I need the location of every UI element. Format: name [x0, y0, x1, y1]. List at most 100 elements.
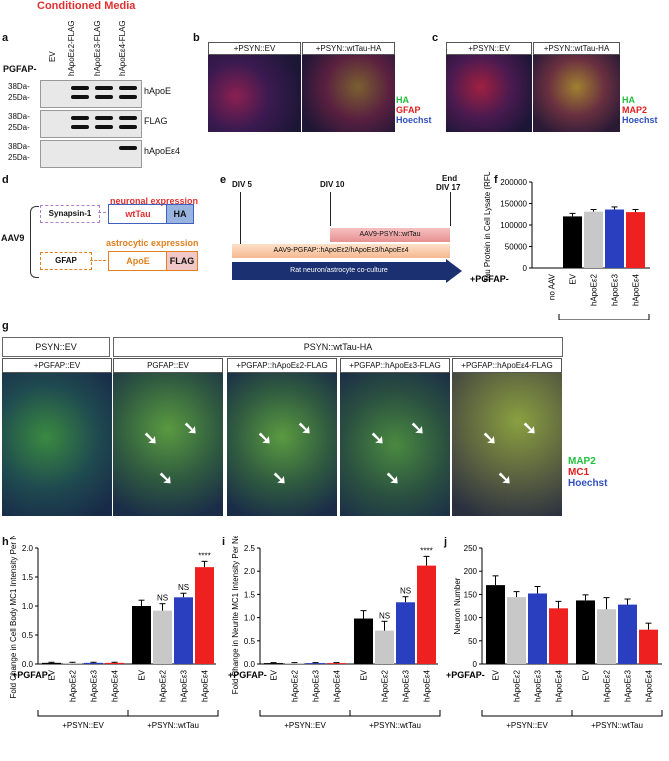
legend-c: HA MAP2 Hoechst — [622, 95, 658, 125]
y-axis-label: Fold Change in Cell Body MC1 Intensity P… — [9, 536, 18, 698]
micrograph-g: PGFAP::EV ➘ ➘ ➘ — [113, 358, 223, 516]
legend-item: Hoechst — [396, 115, 432, 125]
tag-ha: HA — [166, 204, 194, 224]
blot-band — [71, 95, 89, 99]
group-label: +PSYN::EV — [284, 721, 326, 730]
blot-film — [40, 140, 142, 168]
blot-band — [95, 86, 113, 90]
arrow-icon: ➘ — [482, 428, 498, 448]
lane-labels: EV hApoEε2-FLAG hApoEε3-FLAG hApoEε4-FLA… — [40, 18, 140, 78]
blot-band — [119, 95, 137, 99]
g-top-left: PSYN::EV — [2, 337, 110, 357]
blot-film — [40, 110, 142, 138]
bar — [576, 600, 595, 664]
bar — [396, 602, 415, 664]
blot-band — [71, 86, 89, 90]
western-blots: 38Da- 25Da-hApoE 38Da- 25Da- FLAG 38Da- 25Da-h… — [0, 80, 190, 170]
category-label: hApoEε4 — [555, 669, 564, 702]
promoter-label-a: PGFAP- — [3, 64, 37, 74]
bar — [327, 663, 346, 664]
y-tick-label: 150000 — [500, 200, 527, 209]
bar — [375, 630, 394, 664]
blot-band — [95, 125, 113, 129]
micrograph-label: +PSYN::wtTau-HA — [533, 42, 620, 55]
micrograph-label: +PGFAP::EV — [2, 358, 112, 373]
bar — [563, 216, 582, 268]
group-bracket — [571, 710, 663, 717]
arrow-icon: ➘ — [385, 468, 401, 488]
category-label: hApoEε4 — [201, 669, 210, 702]
blot-band — [119, 116, 137, 120]
y-tick-label: 50 — [468, 637, 477, 646]
marker-label: 25Da- — [8, 93, 30, 102]
bar — [84, 662, 103, 664]
blot-name: FLAG — [144, 116, 168, 126]
category-label: hApoEε3 — [624, 669, 633, 702]
tag-flag-text: FLAG — [169, 256, 195, 266]
legend-item: HA — [622, 95, 635, 105]
group-bracket — [127, 710, 219, 717]
vector-label: AAV9 — [1, 233, 25, 243]
bar — [354, 618, 373, 664]
blot-row: 38Da- 25Da-hApoEε4 — [0, 140, 190, 168]
y-axis-label: Tau Protein in Cell Lysate (RFU) — [483, 172, 492, 282]
bar — [153, 610, 172, 664]
legend-item: Hoechst — [568, 478, 608, 489]
legend-b: HA GFAP Hoechst — [396, 95, 432, 125]
bar — [42, 662, 61, 664]
bar — [618, 604, 637, 664]
promoter-gfap-text: GFAP — [55, 256, 77, 265]
micrograph-g: +PGFAP::hApoEε2-FLAG ➘ ➘ ➘ — [227, 358, 337, 516]
legend-item: Hoechst — [622, 115, 658, 125]
micrograph-label: +PGFAP::hApoEε2-FLAG — [227, 358, 337, 373]
blot-band — [95, 95, 113, 99]
group-bracket — [481, 710, 573, 717]
y-tick-label: 100 — [464, 614, 478, 623]
chart-i: 0.0 0.5 1.0 1.5 2.0 2.5 Fold Change in Neurite… — [228, 536, 441, 730]
arrow — [98, 212, 106, 213]
panel-label-f: f — [494, 174, 498, 186]
row-label: +PGFAP- — [228, 670, 267, 680]
legend-g: MAP2 MC1 Hoechst — [568, 456, 607, 489]
blot-band — [95, 116, 113, 120]
bar — [605, 209, 624, 268]
category-label: EV — [360, 669, 369, 680]
y-tick-label: 1.0 — [244, 614, 256, 623]
bar-syn: AAV9-PSYN::wtTau — [330, 228, 450, 242]
y-axis-label: Fold Change in Neurite MC1 Intensity Per… — [231, 536, 240, 694]
arrow-icon: ➘ — [370, 428, 386, 448]
category-label: hApoEε3 — [312, 669, 321, 702]
marker-label: 25Da- — [8, 153, 30, 162]
group-label: +PSYN::EV — [62, 721, 104, 730]
category-label: hApoEε3 — [180, 669, 189, 702]
lane-label: hApoEε4-FLAG — [118, 20, 127, 76]
category-label: EV — [48, 669, 57, 680]
arrow-icon: ➘ — [522, 418, 538, 438]
y-tick-label: 0.5 — [244, 637, 256, 646]
y-tick-label: 0.5 — [22, 631, 34, 640]
header-title: Conditioned Media — [37, 0, 136, 12]
micrograph-c-tau: +PSYN::wtTau-HA — [533, 42, 620, 132]
category-label: EV — [270, 669, 279, 680]
micrograph-c-ev: +PSYN::EV — [446, 42, 532, 132]
blot-name: hApoE — [144, 86, 172, 96]
g-top-left-text: PSYN::EV — [35, 342, 77, 352]
bar — [549, 608, 568, 664]
promoter-synapsin-text: Synapsin-1 — [48, 209, 92, 218]
annotation: NS — [400, 587, 411, 596]
promoter-gfap: GFAP — [40, 252, 92, 270]
group-label: +PSYN::EV — [506, 721, 548, 730]
expr-neuronal: neuronal expression — [110, 196, 199, 206]
y-tick-label: 0.0 — [244, 660, 256, 669]
category-label: hApoEε3 — [534, 669, 543, 702]
category-label: hApoEε3 — [90, 669, 99, 702]
annotation: NS — [178, 583, 189, 592]
micrograph-g: +PGFAP::EV — [2, 358, 112, 516]
micrograph-label: +PGFAP::hApoEε3-FLAG — [340, 358, 450, 373]
chart-j: 0 50 100 150 200 250 Neuron Number EV hApoEε2 hAp… — [446, 544, 663, 730]
bar — [285, 663, 304, 664]
group-bracket — [349, 710, 441, 717]
div5-label: DIV 5 — [232, 180, 253, 189]
panel-label-i: i — [222, 536, 226, 548]
category-label: hApoEε4 — [111, 669, 120, 702]
